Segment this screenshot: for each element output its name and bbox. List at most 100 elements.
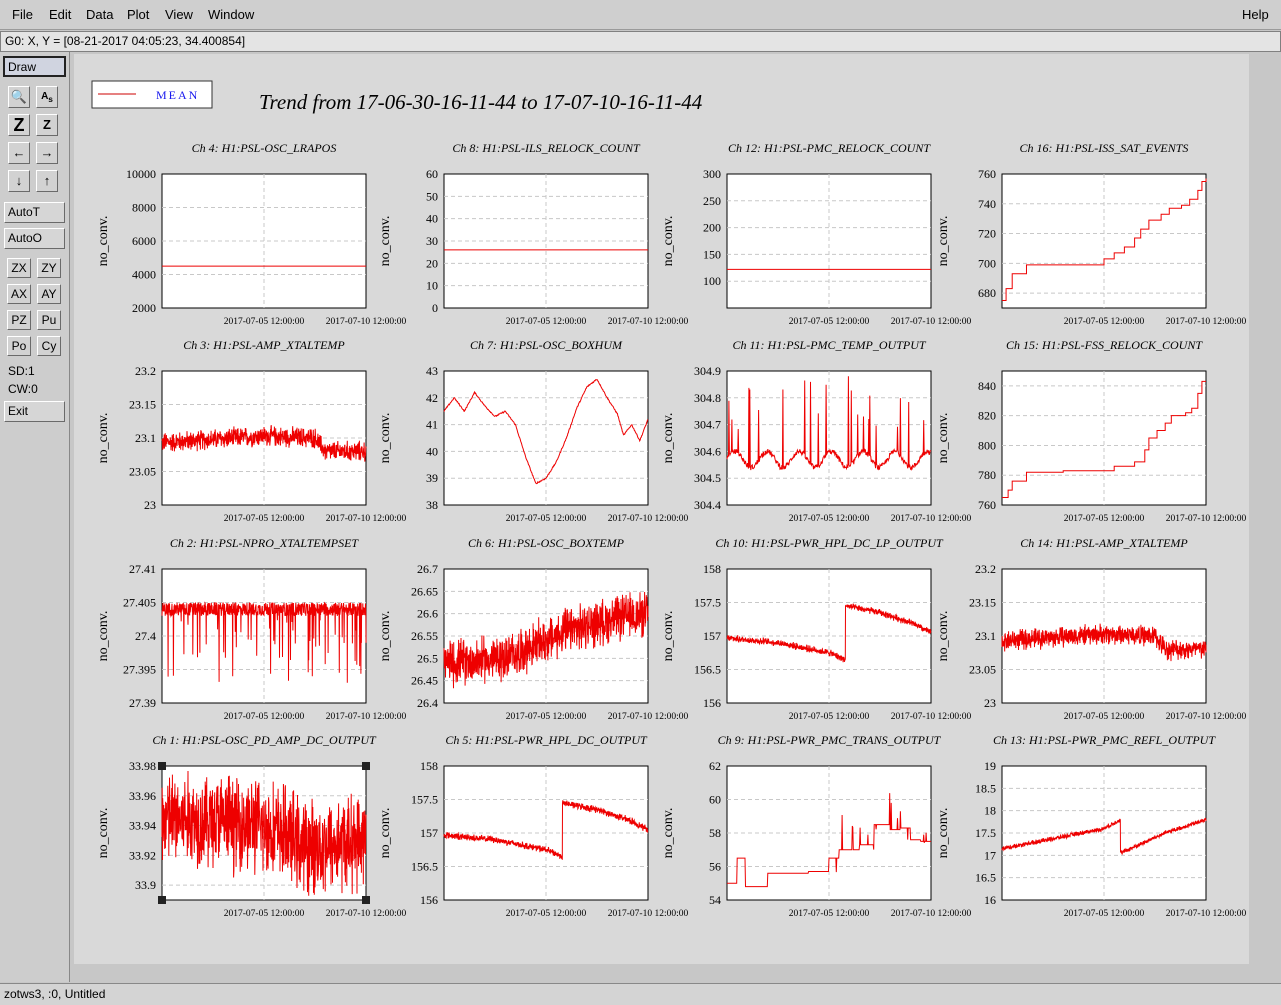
cw-readout: CW:0 bbox=[8, 382, 38, 396]
plot-title: Trend from 17-06-30-16-11-44 to 17-07-10… bbox=[259, 90, 703, 114]
y-tick-label: 4000 bbox=[132, 268, 156, 282]
chart-title: Ch 3: H1:PSL-AMP_XTALTEMP bbox=[183, 338, 345, 352]
x-tick-label: 2017-07-10 12:00:00 bbox=[1166, 514, 1247, 524]
ax-button[interactable]: AX bbox=[7, 284, 31, 304]
zy-button[interactable]: ZY bbox=[37, 258, 61, 278]
zoom-z-small-icon[interactable]: Z bbox=[36, 114, 58, 136]
x-tick-label: 2017-07-05 12:00:00 bbox=[224, 514, 305, 524]
menu-help[interactable]: Help bbox=[1242, 7, 1269, 22]
y-tick-label: 41 bbox=[426, 418, 438, 432]
y-tick-label: 18 bbox=[984, 804, 996, 818]
y-tick-label: 157 bbox=[703, 629, 721, 643]
y-tick-label: 33.9 bbox=[135, 878, 156, 892]
menu-plot[interactable]: Plot bbox=[127, 7, 150, 22]
draw-button[interactable]: Draw bbox=[3, 56, 66, 77]
menu-file[interactable]: File bbox=[12, 7, 33, 22]
y-tick-label: 39 bbox=[426, 471, 438, 485]
chart-title: Ch 8: H1:PSL-ILS_RELOCK_COUNT bbox=[452, 141, 641, 155]
y-tick-label: 157.5 bbox=[694, 596, 721, 610]
y-tick-label: 720 bbox=[978, 227, 996, 241]
menu-view[interactable]: View bbox=[165, 7, 193, 22]
y-tick-label: 200 bbox=[703, 221, 721, 235]
y-tick-label: 17 bbox=[984, 848, 996, 862]
coordinate-readout: G0: X, Y = [08-21-2017 04:05:23, 34.4008… bbox=[5, 34, 246, 48]
arrow-down-icon[interactable]: ↓ bbox=[8, 170, 30, 192]
y-tick-label: 33.94 bbox=[129, 819, 156, 833]
chart-title: Ch 12: H1:PSL-PMC_RELOCK_COUNT bbox=[728, 141, 931, 155]
chart-panel-11: Ch 10: H1:PSL-PWR_HPL_DC_LP_OUTPUT 158 157… bbox=[661, 536, 971, 722]
y-tick-label: 26.4 bbox=[417, 696, 438, 710]
arrow-left-icon[interactable]: ← bbox=[8, 142, 30, 164]
autoo-button[interactable]: AutoO bbox=[4, 228, 65, 249]
y-tick-label: 157.5 bbox=[411, 793, 438, 807]
y-tick-label: 33.92 bbox=[129, 848, 156, 862]
x-tick-label: 2017-07-05 12:00:00 bbox=[506, 712, 587, 722]
y-axis-label: no_conv. bbox=[378, 216, 393, 267]
zoom-z-big-icon[interactable]: Z bbox=[8, 114, 30, 136]
po-button[interactable]: Po bbox=[7, 336, 31, 356]
ay-button[interactable]: AY bbox=[37, 284, 61, 304]
x-tick-label: 2017-07-05 12:00:00 bbox=[1064, 317, 1145, 327]
arrow-right-icon[interactable]: → bbox=[36, 142, 58, 164]
arrow-up-icon[interactable]: ↑ bbox=[36, 170, 58, 192]
pu-button[interactable]: Pu bbox=[37, 310, 61, 330]
y-tick-label: 40 bbox=[426, 212, 438, 226]
plot-canvas[interactable]: MEAN Trend from 17-06-30-16-11-44 to 17-… bbox=[74, 54, 1249, 964]
status-bar: zotws3, :0, Untitled bbox=[0, 983, 1281, 1005]
x-tick-label: 2017-07-10 12:00:00 bbox=[326, 514, 407, 524]
chart-grid: Ch 4: H1:PSL-OSC_LRAPOS10000800060004000… bbox=[96, 141, 1246, 919]
y-tick-label: 304.5 bbox=[694, 471, 721, 485]
x-tick-label: 2017-07-10 12:00:00 bbox=[891, 712, 972, 722]
chart-panel-2: Ch 8: H1:PSL-ILS_RELOCK_COUNT60504030201… bbox=[378, 141, 688, 327]
x-tick-label: 2017-07-10 12:00:00 bbox=[1166, 909, 1247, 919]
series-line bbox=[1001, 817, 1207, 855]
y-tick-label: 2000 bbox=[132, 301, 156, 315]
pz-button[interactable]: PZ bbox=[7, 310, 31, 330]
y-tick-label: 23.15 bbox=[969, 596, 996, 610]
selection-handle bbox=[362, 762, 370, 770]
x-tick-label: 2017-07-05 12:00:00 bbox=[789, 909, 870, 919]
y-tick-label: 27.405 bbox=[123, 596, 156, 610]
menu-edit[interactable]: Edit bbox=[49, 7, 72, 22]
y-tick-label: 250 bbox=[703, 194, 721, 208]
cy-button[interactable]: Cy bbox=[37, 336, 61, 356]
x-tick-label: 2017-07-05 12:00:00 bbox=[789, 514, 870, 524]
y-tick-label: 780 bbox=[978, 468, 996, 482]
selection-handle bbox=[362, 896, 370, 904]
exit-button[interactable]: Exit bbox=[4, 401, 65, 422]
text-tool-icon[interactable]: As bbox=[36, 86, 58, 108]
y-tick-label: 18.5 bbox=[975, 781, 996, 795]
x-tick-label: 2017-07-10 12:00:00 bbox=[1166, 317, 1247, 327]
magnify-icon[interactable]: 🔍 bbox=[8, 86, 30, 108]
chart-title: Ch 14: H1:PSL-AMP_XTALTEMP bbox=[1020, 536, 1188, 550]
y-tick-label: 23.1 bbox=[135, 431, 156, 445]
y-tick-label: 680 bbox=[978, 286, 996, 300]
zx-button[interactable]: ZX bbox=[7, 258, 31, 278]
autot-button[interactable]: AutoT bbox=[4, 202, 65, 223]
chart-title: Ch 16: H1:PSL-ISS_SAT_EVENTS bbox=[1020, 141, 1189, 155]
chart-panel-13: Ch 1: H1:PSL-OSC_PD_AMP_DC_OUTPUT 33.98 33… bbox=[96, 733, 406, 919]
chart-panel-8: Ch 15: H1:PSL-FSS_RELOCK_COUNT 840 820 800 7… bbox=[936, 338, 1246, 524]
x-tick-label: 2017-07-05 12:00:00 bbox=[224, 317, 305, 327]
x-tick-label: 2017-07-05 12:00:00 bbox=[506, 909, 587, 919]
y-tick-label: 157 bbox=[420, 826, 438, 840]
y-tick-label: 304.4 bbox=[694, 498, 721, 512]
x-tick-label: 2017-07-05 12:00:00 bbox=[506, 514, 587, 524]
y-axis-label: no_conv. bbox=[661, 611, 676, 662]
x-tick-label: 2017-07-10 12:00:00 bbox=[891, 317, 972, 327]
y-axis-label: no_conv. bbox=[661, 413, 676, 464]
y-tick-label: 0 bbox=[432, 301, 438, 315]
chart-title: Ch 6: H1:PSL-OSC_BOXTEMP bbox=[468, 536, 625, 550]
chart-title: Ch 11: H1:PSL-PMC_TEMP_OUTPUT bbox=[732, 338, 926, 352]
menu-data[interactable]: Data bbox=[86, 7, 114, 22]
y-tick-label: 26.65 bbox=[411, 584, 438, 598]
menu-window[interactable]: Window bbox=[208, 7, 255, 22]
x-tick-label: 2017-07-05 12:00:00 bbox=[224, 712, 305, 722]
y-tick-label: 23.05 bbox=[129, 465, 156, 479]
y-tick-label: 33.96 bbox=[129, 789, 156, 803]
series-line bbox=[1002, 178, 1207, 302]
x-tick-label: 2017-07-10 12:00:00 bbox=[608, 909, 689, 919]
y-tick-label: 26.7 bbox=[417, 562, 438, 576]
y-axis-label: no_conv. bbox=[378, 808, 393, 859]
y-tick-label: 304.6 bbox=[694, 444, 721, 458]
